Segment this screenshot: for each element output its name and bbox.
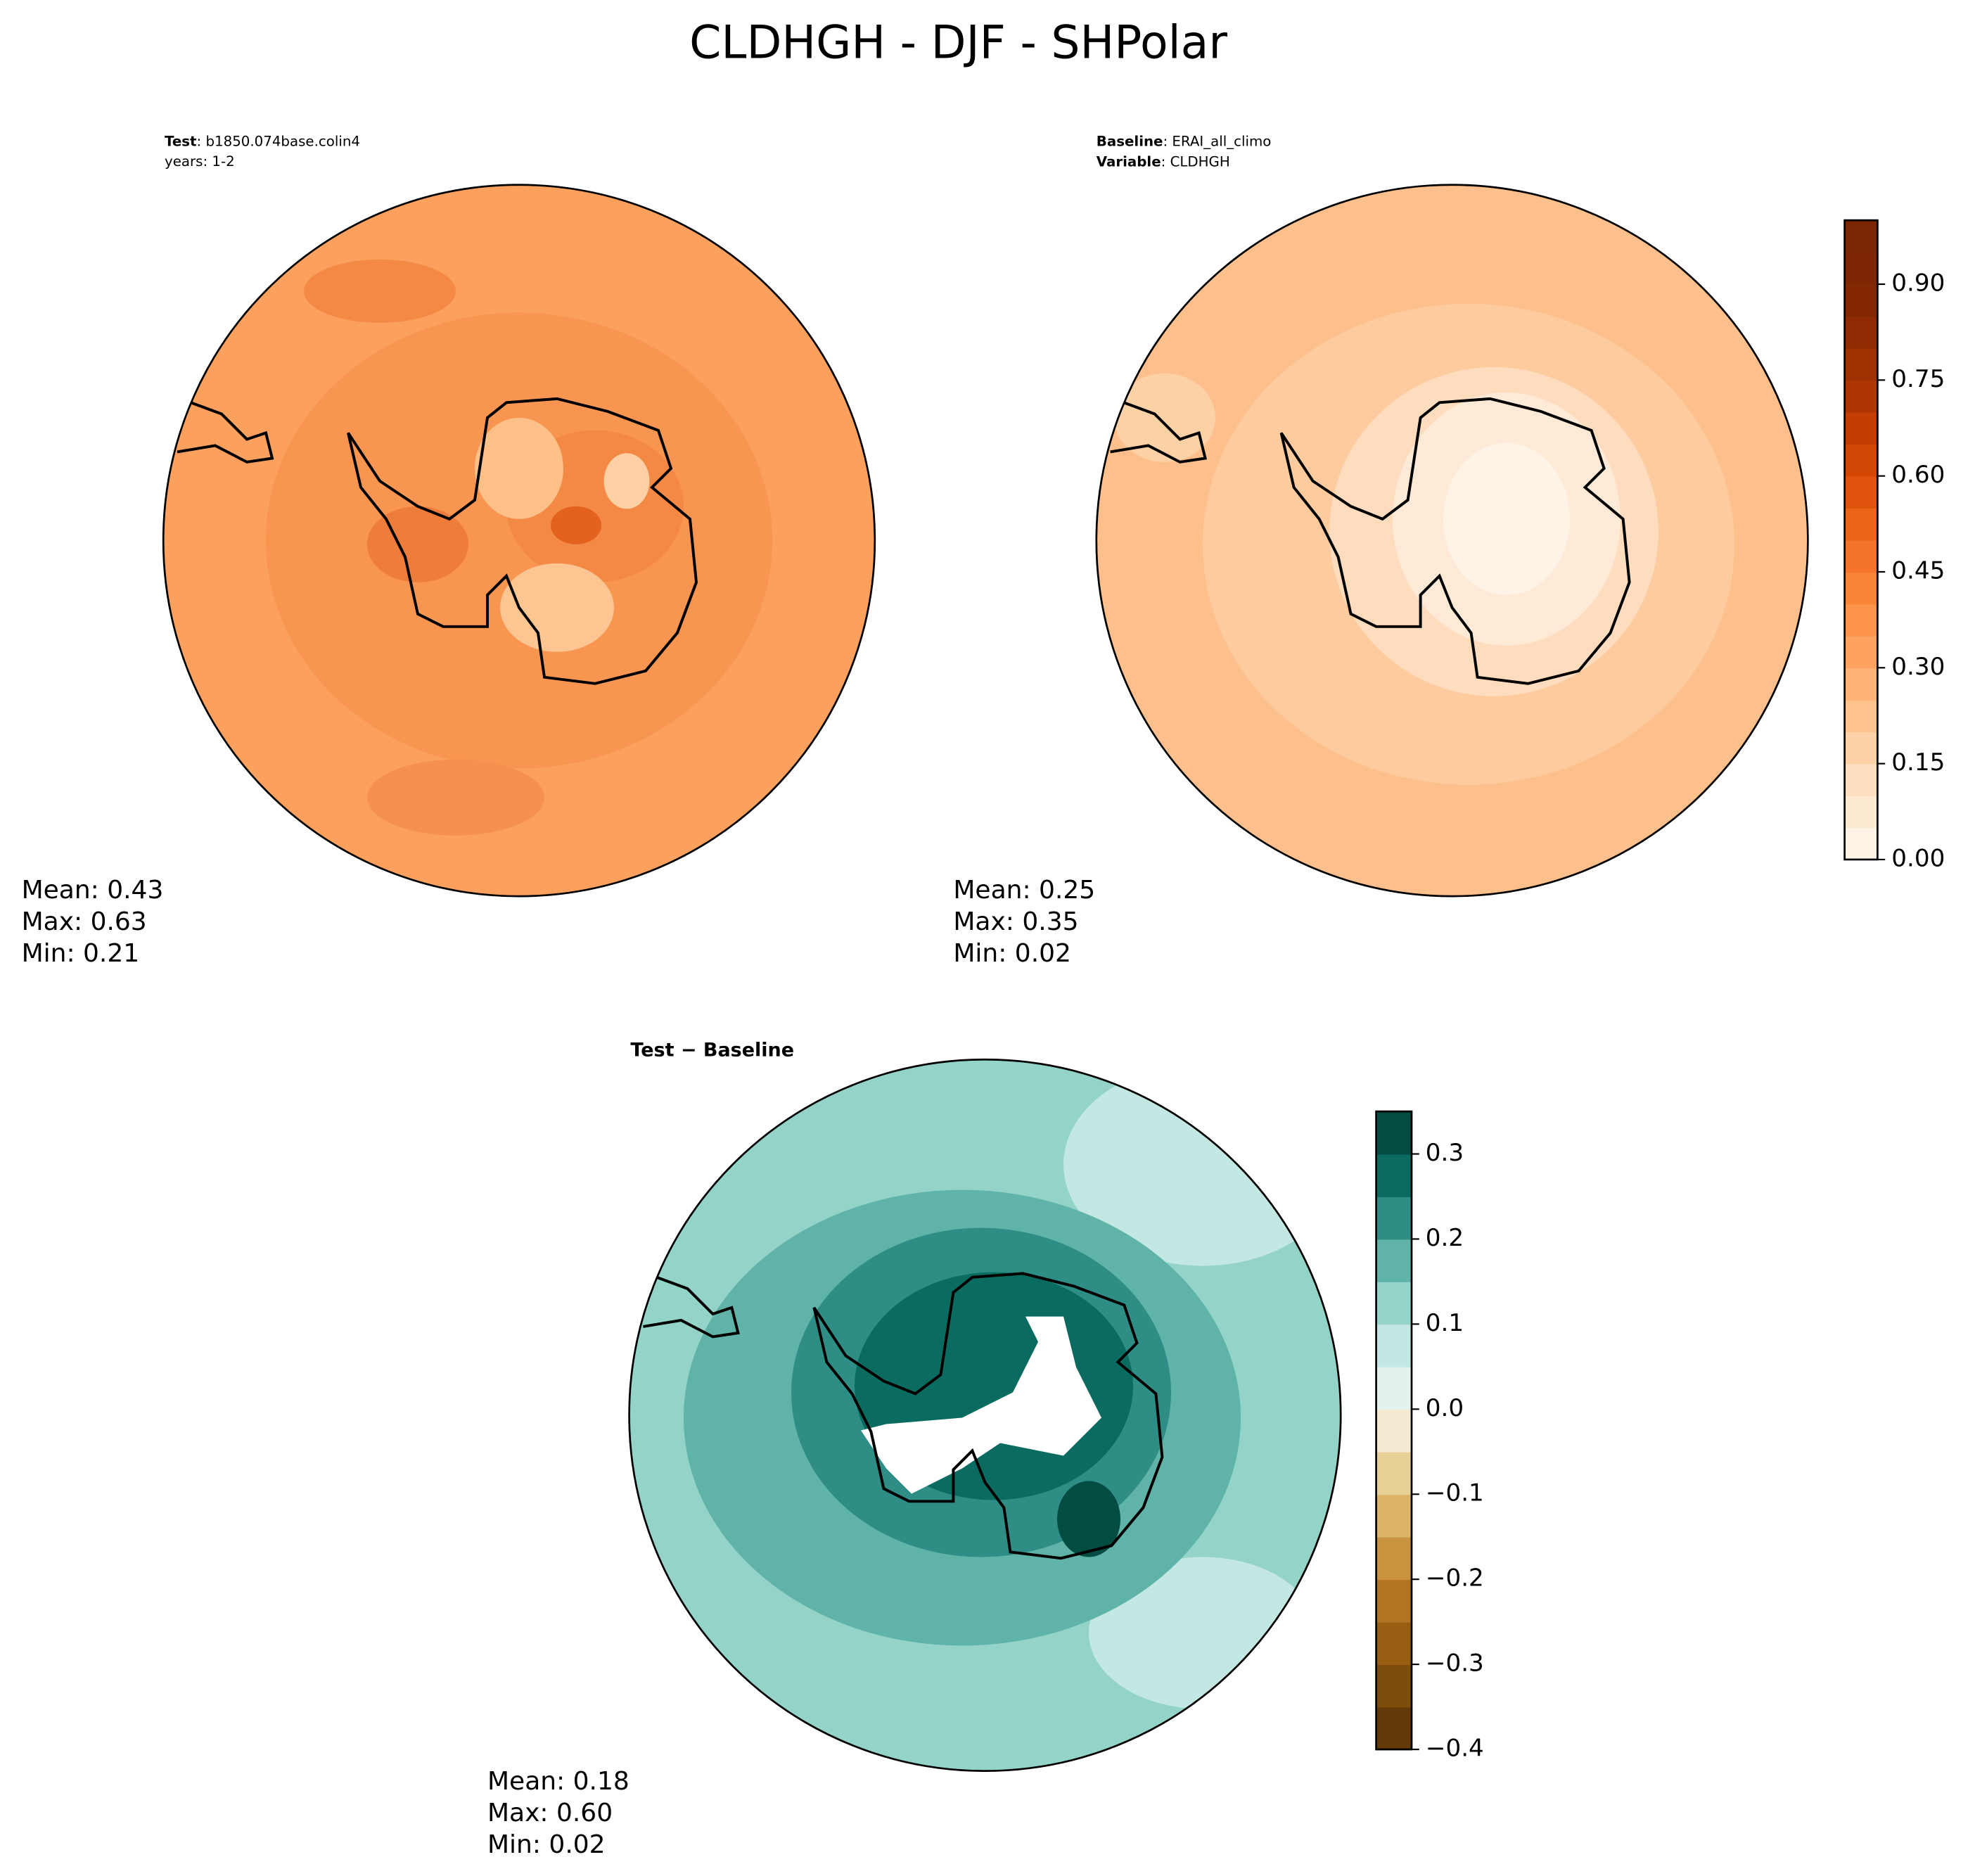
map-test [163, 184, 875, 897]
colorbar-band [1844, 763, 1878, 796]
colorbar-band [1376, 1451, 1412, 1495]
colorbar-band [1844, 476, 1878, 509]
colorbar-band [1376, 1366, 1412, 1410]
colorbar-band [1844, 796, 1878, 829]
colorbar-band [1844, 220, 1878, 253]
colorbar-band [1844, 411, 1878, 445]
colorbar-band [1844, 380, 1878, 413]
panel-heading: Variable: CLDHGH [1097, 153, 1230, 170]
colorbar-band [1844, 540, 1878, 573]
colorbar-tick-label: 0.15 [1891, 748, 1945, 777]
colorbar-band [1376, 1111, 1412, 1155]
colorbar-tick-label: 0.00 [1891, 844, 1945, 872]
panel-heading: Test − Baseline [630, 1039, 794, 1061]
panel-stat: Min: 0.21 [22, 939, 140, 968]
panel-stat: Min: 0.02 [487, 1830, 606, 1859]
colorbar-band [1376, 1536, 1412, 1581]
panel-subheading: years: 1-2 [165, 153, 235, 170]
colorbar-tick-label: 0.30 [1891, 653, 1945, 681]
colorbar-band [1844, 252, 1878, 285]
colorbar-band [1376, 1154, 1412, 1197]
colorbar-band [1376, 1706, 1412, 1750]
panel-stat: Max: 0.63 [22, 907, 147, 936]
heading-label: Baseline [1097, 133, 1163, 149]
colorbar-band [1844, 732, 1878, 765]
panel-stat: Min: 0.02 [953, 939, 1071, 968]
colorbar-band [1844, 316, 1878, 349]
colorbar-band [1844, 635, 1878, 669]
colorbar-tick-label: −0.4 [1426, 1735, 1484, 1763]
colorbar-band [1376, 1579, 1412, 1623]
colorbar-band [1844, 347, 1878, 381]
panel-stat: Max: 0.35 [953, 907, 1078, 936]
colorbar-tick-label: 0.45 [1891, 556, 1945, 585]
figure-title: CLDHGH - DJF - SHPolar [689, 16, 1227, 69]
map-frame [1095, 184, 1809, 898]
colorbar-tick-label: 0.3 [1426, 1139, 1464, 1167]
panel-stat: Mean: 0.43 [22, 876, 164, 905]
heading-label: Test [165, 133, 197, 149]
heading-label: Test − Baseline [630, 1039, 794, 1061]
colorbar-band [1844, 571, 1878, 605]
colorbar-band [1376, 1494, 1412, 1538]
colorbar-band [1376, 1409, 1412, 1453]
colorbar-band [1376, 1621, 1412, 1666]
panel-heading: Test: b1850.074base.colin4 [165, 133, 360, 149]
map-frame [628, 1058, 1342, 1772]
colorbar-tick-label: 0.75 [1891, 365, 1945, 393]
colorbar-tick-label: −0.3 [1426, 1650, 1484, 1678]
colorbar-band [1844, 604, 1878, 637]
colorbar-band [1376, 1239, 1412, 1282]
colorbar-band [1376, 1281, 1412, 1325]
colorbar-band [1376, 1324, 1412, 1367]
map-baseline [1096, 184, 1808, 897]
colorbar-tick-label: 0.2 [1426, 1224, 1464, 1252]
colorbar-frame [1843, 219, 1879, 861]
colorbar-frame [1375, 1110, 1413, 1751]
map-difference [629, 1059, 1341, 1771]
panel-heading: Baseline: ERAI_all_climo [1097, 133, 1272, 149]
colorbar-band [1844, 284, 1878, 317]
heading-text: : ERAI_all_climo [1163, 133, 1271, 149]
colorbar-tick-label: 0.60 [1891, 461, 1945, 489]
heading-text: : CLDHGH [1161, 153, 1230, 170]
panel-stat: Mean: 0.25 [953, 876, 1095, 905]
colorbar-band [1844, 668, 1878, 701]
colorbar-tick-label: 0.90 [1891, 269, 1945, 298]
colorbar-band [1376, 1196, 1412, 1240]
heading-text: : b1850.074base.colin4 [197, 133, 360, 149]
panel-stat: Mean: 0.18 [487, 1767, 629, 1796]
map-frame [162, 184, 876, 898]
colorbar-band [1844, 827, 1878, 860]
colorbar-band [1844, 444, 1878, 477]
colorbar-tick-label: 0.1 [1426, 1309, 1464, 1337]
colorbar-tick-label: −0.1 [1426, 1479, 1484, 1507]
heading-label: Variable [1097, 153, 1161, 170]
colorbar-tick-label: −0.2 [1426, 1564, 1484, 1593]
panel-stat: Max: 0.60 [487, 1799, 613, 1827]
colorbar-tick-label: 0.0 [1426, 1394, 1464, 1422]
colorbar-band [1844, 699, 1878, 733]
colorbar-band [1844, 508, 1878, 541]
colorbar-band [1376, 1664, 1412, 1708]
